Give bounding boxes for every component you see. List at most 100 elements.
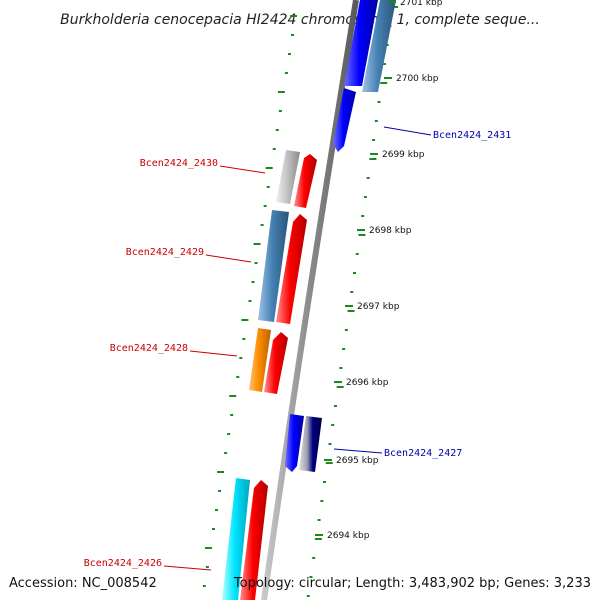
ring-dot xyxy=(369,158,377,160)
scale-tick-mark xyxy=(357,229,365,231)
dotted-track-rings xyxy=(202,6,399,597)
ring-dot xyxy=(309,576,313,578)
ring-dot xyxy=(355,253,359,255)
scale-tick-label: 2694 kbp xyxy=(327,531,370,541)
genome-info-text: Topology: circular; Length: 3,483,902 bp… xyxy=(233,576,591,591)
gene-label: Bcen2424_2430 xyxy=(140,158,218,169)
gene-label: Bcen2424_2427 xyxy=(384,448,462,459)
ring-dot xyxy=(217,471,225,473)
ring-dot xyxy=(363,196,367,198)
gene-label-leader xyxy=(205,254,252,263)
gene-arrow-forward xyxy=(276,214,307,324)
ring-dot xyxy=(277,91,285,93)
ring-dot xyxy=(342,348,346,350)
gene-arrow-reverse xyxy=(333,88,356,152)
ring-dot xyxy=(377,101,381,103)
scale-tick-label: 2698 kbp xyxy=(369,226,412,236)
chromosome-backbone xyxy=(261,0,359,600)
gene-arrow-reverse xyxy=(344,0,378,86)
scale-tick-mark xyxy=(315,534,323,536)
gene-arrow-navy xyxy=(299,416,322,472)
gene-features xyxy=(222,0,396,600)
ring-dot xyxy=(272,148,276,150)
gene-arrow-orange xyxy=(249,328,271,392)
gene-arrow-grey xyxy=(276,150,300,204)
ring-dot xyxy=(314,538,322,540)
gene-arrow-cyan xyxy=(222,478,250,600)
ring-dot xyxy=(350,291,354,293)
gene-label: Bcen2424_2431 xyxy=(433,130,511,141)
ring-dot xyxy=(241,319,249,321)
ring-dot xyxy=(306,595,310,597)
ring-dot xyxy=(239,357,243,359)
ring-dot xyxy=(353,272,357,274)
scale-tick-label: 2700 kbp xyxy=(396,74,439,84)
gene-label-leader xyxy=(333,448,383,454)
ring-dot xyxy=(361,215,365,217)
scale-tick-mark xyxy=(324,459,332,461)
ring-dot xyxy=(227,433,231,435)
ring-dot xyxy=(265,167,273,169)
gene-arrow-forward xyxy=(294,154,317,208)
scale-tick-label: 2697 kbp xyxy=(357,302,400,312)
ring-dot xyxy=(202,585,206,587)
ring-dot xyxy=(236,376,240,378)
scale-tick-mark xyxy=(334,381,342,383)
ring-dot xyxy=(366,177,370,179)
scale-tick-mark xyxy=(370,153,378,155)
ring-dot xyxy=(205,566,209,568)
ring-dot xyxy=(287,53,291,55)
ring-dot xyxy=(278,110,282,112)
ring-dot xyxy=(266,186,270,188)
accession-text: Accession: NC_008542 xyxy=(9,576,157,591)
gene-arrow-steelblue xyxy=(362,0,396,92)
map-title: Burkholderia cenocepacia HI2424 chromoso… xyxy=(60,12,540,28)
ring-dot xyxy=(254,262,258,264)
ring-dot xyxy=(242,338,246,340)
ring-dot xyxy=(331,424,335,426)
gene-label: Bcen2424_2428 xyxy=(110,343,188,354)
ring-dot xyxy=(260,224,264,226)
ring-dot xyxy=(291,34,294,36)
ring-dot xyxy=(275,129,279,131)
scale-tick-mark xyxy=(345,305,353,307)
gene-label-leader xyxy=(383,126,432,136)
gene-arrow-forward xyxy=(240,480,268,600)
scale-tick-label: 2695 kbp xyxy=(336,456,379,466)
scale-tick-mark xyxy=(384,77,392,79)
ring-dot xyxy=(224,452,228,454)
ring-dot xyxy=(325,462,333,464)
ring-dot xyxy=(284,72,288,74)
gene-arrow-forward xyxy=(264,332,288,394)
scale-ticks: 2701 kbp 2700 kbp 2699 kbp 2698 kbp 2697 kbp… xyxy=(315,0,443,541)
ring-dot xyxy=(317,519,321,521)
ring-dot xyxy=(333,405,337,407)
ring-dot xyxy=(218,490,222,492)
ring-dot xyxy=(204,547,212,549)
ring-dot xyxy=(344,329,348,331)
ring-dot xyxy=(347,310,355,312)
ring-dot xyxy=(251,281,255,283)
gene-label-leader xyxy=(219,165,266,174)
ring-dot xyxy=(374,120,378,122)
ring-dot xyxy=(215,509,218,511)
ring-dot xyxy=(320,500,324,502)
scale-tick-label: 2699 kbp xyxy=(382,150,425,160)
gene-arrow-steelblue xyxy=(258,210,289,322)
ring-dot xyxy=(312,557,316,559)
gene-label: Bcen2424_2429 xyxy=(126,247,204,258)
gene-arrow-reverse xyxy=(285,414,304,472)
gene-label-leader xyxy=(189,350,238,357)
ring-dot xyxy=(372,139,376,141)
ring-dot xyxy=(328,443,332,445)
gene-label-leader xyxy=(163,565,212,571)
ring-dot xyxy=(339,367,343,369)
ring-dot xyxy=(211,528,215,530)
scale-tick-mark xyxy=(388,1,396,3)
ring-dot xyxy=(336,386,344,388)
scale-tick-label: 2701 kbp xyxy=(400,0,443,8)
ring-dot xyxy=(248,300,252,302)
ring-dot xyxy=(358,234,366,236)
ring-dot xyxy=(382,63,386,65)
